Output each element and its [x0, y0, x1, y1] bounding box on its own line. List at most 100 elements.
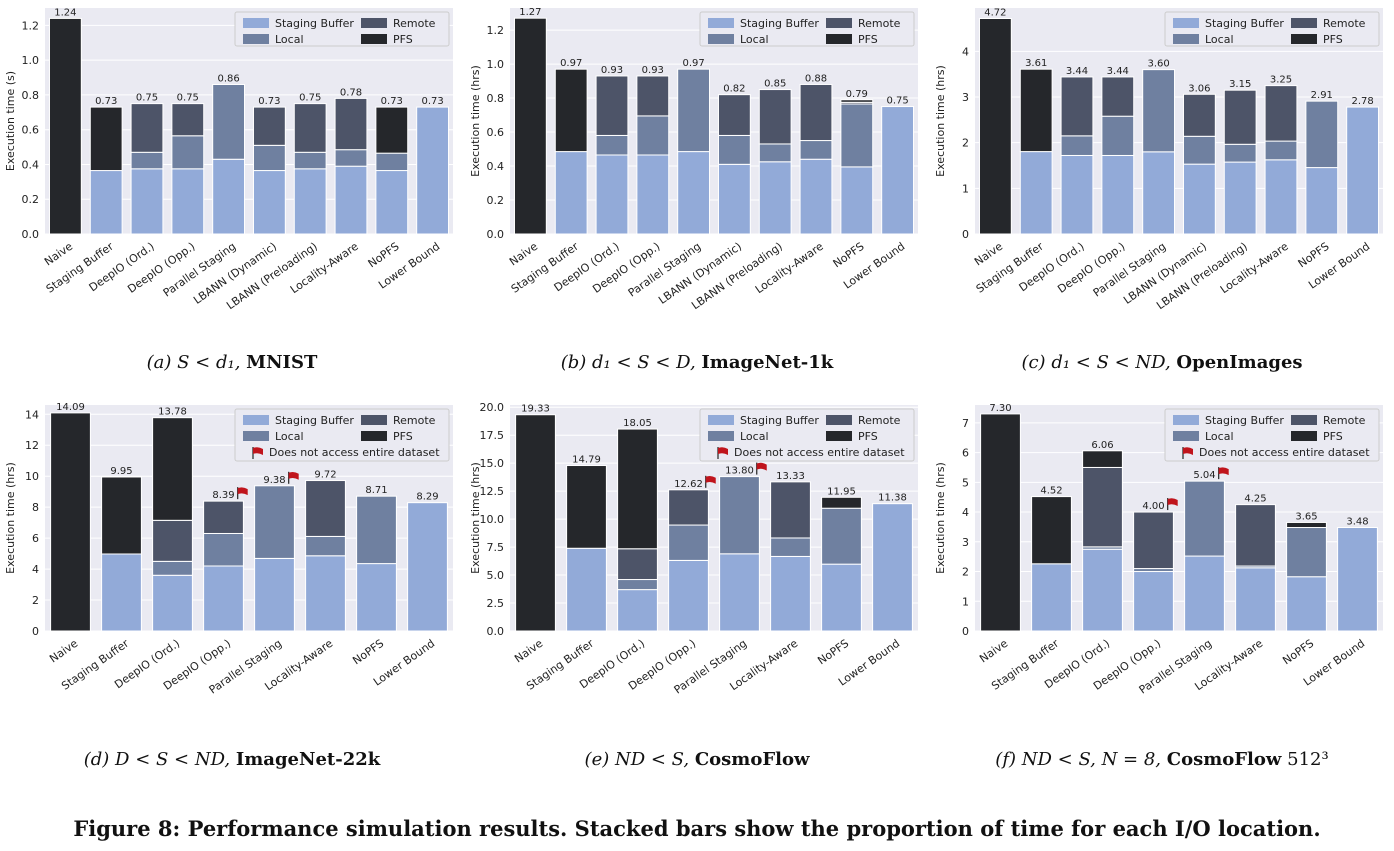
legend-label-remote: Remote	[393, 414, 436, 427]
legend-label-pfs: PFS	[858, 430, 878, 443]
legend-box	[699, 408, 915, 462]
legend-label-remote: Remote	[858, 17, 901, 30]
bar-segment-staging	[356, 563, 397, 632]
bar-value-label: 0.79	[846, 89, 868, 100]
flag-cloth	[237, 487, 248, 496]
y-tick-label: 10	[25, 470, 39, 483]
bar-value-label: 0.78	[340, 87, 362, 98]
legend-label-staging: Staging Buffer	[1205, 414, 1284, 427]
bar-value-label: 9.72	[314, 470, 336, 481]
legend-label-local: Local	[740, 33, 769, 46]
flag-icon	[1182, 447, 1193, 459]
legend-swatch-remote	[1291, 415, 1317, 425]
y-tick-label: 12.5	[480, 485, 505, 498]
flag-cloth	[718, 447, 728, 455]
bar-segment-pfs	[554, 68, 588, 153]
chart-panel-e: 0.0 2.5 5.0 7.5 10.0 12.5 15.0 17.5 20.0 Executio…	[465, 397, 929, 782]
bar-segment-local	[1101, 115, 1135, 156]
legend-swatch-staging	[243, 415, 269, 425]
bar-segment-staging	[101, 553, 142, 632]
y-tick-label: 0.4	[487, 160, 505, 173]
legend-swatch-local	[1173, 34, 1199, 44]
bar-segment-staging	[1031, 563, 1072, 632]
bar-segment-staging	[821, 563, 862, 632]
legend-label-staging: Staging Buffer	[275, 17, 354, 30]
legend-swatch-remote	[826, 415, 852, 425]
bar-value-label: 0.75	[136, 93, 158, 104]
bar-segment-staging	[840, 166, 874, 235]
flag-cloth	[1218, 467, 1229, 476]
bar-value-label: 9.95	[110, 466, 132, 477]
chart-svg: 0 2 4 6 8 10 12 14 Execution time (hrs) 14.09 Naiv…	[4, 402, 453, 697]
bar-segment-pfs	[1019, 68, 1053, 153]
bar-value-label: 0.93	[601, 65, 623, 76]
bar-segment-staging	[1286, 576, 1327, 632]
legend: Staging Buffer Remote Local PFS Does not acc…	[699, 408, 915, 462]
flag-cloth	[288, 472, 299, 480]
bar-value-label: 0.97	[682, 58, 704, 69]
y-axis-label: Execution time (hrs)	[4, 462, 17, 574]
bar-segment-staging	[677, 151, 711, 235]
bar-segment-remote	[617, 548, 658, 581]
y-tick-label: 7	[962, 417, 969, 430]
bar-segment-remote	[595, 75, 629, 136]
bar-value-label: 13.78	[158, 407, 187, 418]
bar-segment-remote	[130, 103, 164, 153]
bar-value-label: 14.09	[56, 402, 85, 413]
x-tick-label: Naive	[507, 240, 540, 269]
y-tick-label: 1.0	[487, 58, 505, 71]
legend-label-remote: Remote	[393, 17, 436, 30]
flag-cloth	[1183, 447, 1193, 455]
bar-segment-staging	[152, 574, 193, 632]
bar-segment-staging	[636, 154, 670, 235]
bar-value-label: 4.52	[1040, 486, 1062, 497]
bar-segment-staging	[799, 158, 833, 235]
bar-segment-remote	[717, 94, 751, 136]
bar-value-label: 0.75	[886, 96, 908, 107]
y-axis-label: Execution time (hrs)	[934, 65, 947, 177]
bar-segment-remote	[252, 106, 286, 146]
bar-segment-staging	[1182, 163, 1216, 235]
chart-svg: 0 1 2 3 4 Execution time (hrs) 4.72 Naive 3.61 St…	[934, 8, 1383, 312]
bar-segment-staging	[668, 559, 709, 632]
bar-segment-staging	[717, 163, 751, 235]
legend-box	[1164, 11, 1380, 47]
bar-segment-local	[1142, 69, 1176, 153]
legend-swatch-local	[1173, 431, 1199, 441]
x-tick-label: Naive	[42, 240, 75, 269]
y-tick-label: 1	[962, 595, 969, 608]
bar-value-label: 3.44	[1107, 66, 1129, 77]
bar-segment-remote	[293, 103, 327, 153]
bar-segment-local	[203, 532, 244, 567]
bar-segment-remote	[799, 83, 833, 142]
flag-icon	[717, 447, 728, 459]
y-tick-label: 0.0	[487, 625, 505, 638]
y-tick-label: 0	[32, 625, 39, 638]
bar-segment-remote	[1264, 85, 1298, 142]
bar-value-label: 12.62	[674, 479, 703, 490]
legend: Staging Buffer Remote Local PFS	[234, 11, 450, 47]
y-tick-label: 0.2	[22, 193, 40, 206]
legend-label-pfs: PFS	[393, 430, 413, 443]
chart-svg: 0.0 0.2 0.4 0.6 0.8 1.0 1.2 Execution time (s) 1…	[4, 7, 453, 312]
bar-segment-staging	[375, 170, 409, 235]
bar-value-label: 1.27	[519, 7, 541, 18]
bar-segment-remote	[334, 97, 368, 151]
y-axis-label: Execution time (hrs)	[469, 462, 482, 574]
legend-swatch-remote	[361, 415, 387, 425]
y-tick-label: 0.4	[22, 158, 40, 171]
bar-value-label: 3.61	[1025, 58, 1047, 69]
flag-cloth	[253, 447, 263, 455]
legend-swatch-remote	[826, 18, 852, 28]
bar-segment-pfs	[978, 18, 1012, 235]
legend-label-local: Local	[275, 33, 304, 46]
chart-panel-d: 0 2 4 6 8 10 12 14 Execution time (hrs) 14.09 Naiv…	[0, 397, 464, 782]
chart-panel-f: 0 1 2 3 4 5 6 7 Execution time (hrs) 7.30 Naive 4.5…	[930, 397, 1394, 782]
bar-segment-local	[254, 485, 295, 559]
bar-value-label: 3.15	[1229, 79, 1251, 90]
bar-segment-staging	[881, 106, 915, 235]
y-tick-label: 0.8	[487, 92, 505, 105]
chart-panel-c: 0 1 2 3 4 Execution time (hrs) 4.72 Naive 3.61 St…	[930, 0, 1394, 385]
legend-label-staging: Staging Buffer	[740, 414, 819, 427]
bar-segment-staging	[770, 555, 811, 632]
